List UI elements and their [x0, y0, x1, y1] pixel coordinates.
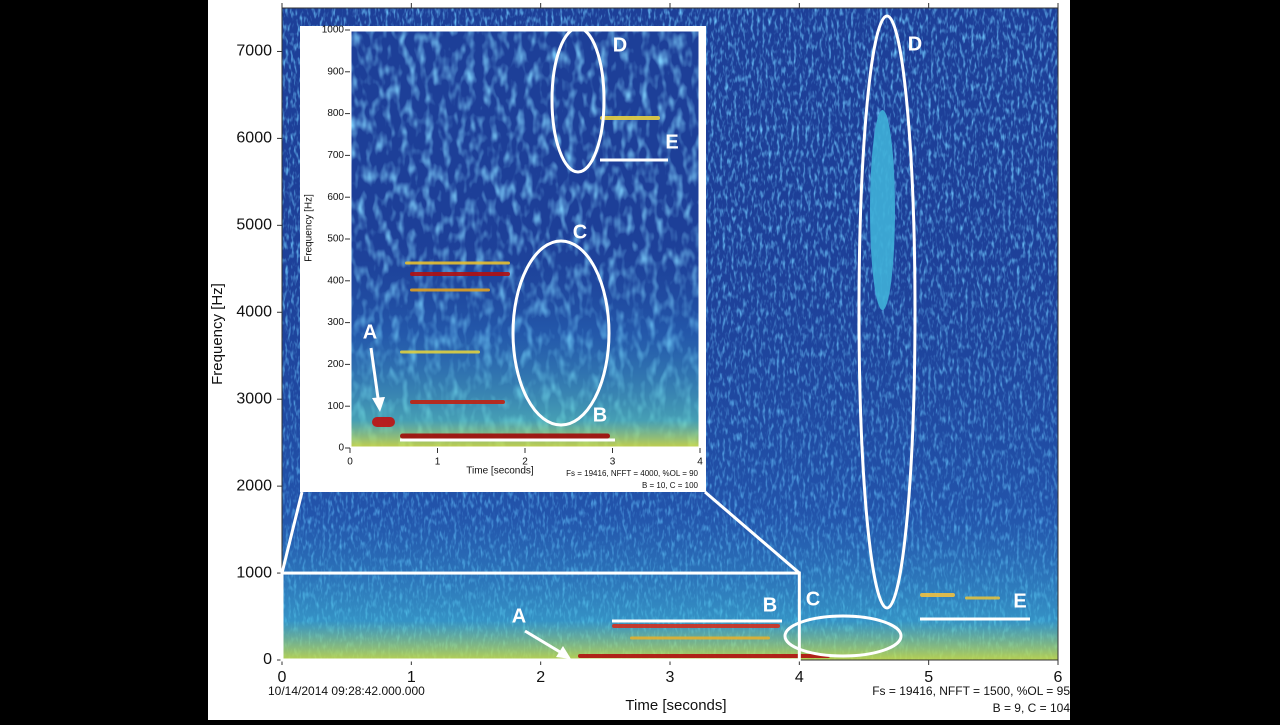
- annotation-letter: A: [512, 605, 526, 627]
- spectral-band: [630, 636, 770, 640]
- y-axis-label: Frequency [Hz]: [304, 194, 315, 262]
- y-tick-label: 1000: [236, 564, 272, 581]
- y-tick-label: 700: [327, 150, 344, 161]
- parameter-note: B = 9, C = 104: [993, 701, 1071, 715]
- annotation-ellipse: [550, 26, 606, 174]
- y-tick-label: 4000: [236, 303, 272, 320]
- spectral-band: [870, 110, 895, 310]
- x-tick-label: 3: [666, 669, 675, 686]
- y-tick-label: 800: [327, 108, 344, 119]
- low-frequency-energy: [350, 218, 700, 448]
- arrow-head: [556, 646, 571, 659]
- y-tick-label: 2000: [236, 477, 272, 494]
- x-axis-label: Time [seconds]: [625, 697, 726, 714]
- spectral-band: [410, 400, 505, 404]
- annotation-letter: E: [665, 131, 678, 153]
- y-tick-label: 100: [327, 401, 344, 412]
- y-tick-label: 300: [327, 317, 344, 328]
- spectral-band: [372, 417, 395, 427]
- y-tick-label: 400: [327, 275, 344, 286]
- x-tick-label: 1: [435, 457, 441, 468]
- spectral-band: [600, 116, 660, 120]
- y-tick-label: 200: [327, 359, 344, 370]
- parameter-note: B = 10, C = 100: [642, 481, 699, 490]
- x-tick-label: 2: [536, 669, 545, 686]
- spectral-band: [400, 433, 610, 439]
- y-tick-label: 500: [327, 234, 344, 245]
- y-tick-label: 5000: [236, 217, 272, 234]
- annotation-arrow: [524, 629, 566, 657]
- y-tick-label: 900: [327, 66, 344, 77]
- zoom-connector: [280, 491, 304, 574]
- spectral-band: [400, 350, 480, 354]
- y-tick-label: 6000: [236, 130, 272, 147]
- annotation-ellipse: [511, 239, 611, 427]
- annotation-letter: A: [363, 321, 377, 343]
- y-tick-label: 3000: [236, 390, 272, 407]
- x-tick-label: 5: [924, 669, 933, 686]
- spectral-band: [410, 288, 490, 292]
- annotation-letter: D: [613, 34, 627, 56]
- x-tick-label: 2: [522, 457, 528, 468]
- y-axis-label: Frequency [Hz]: [209, 283, 226, 385]
- y-tick-label: 1000: [322, 25, 345, 36]
- x-tick-label: 1: [407, 669, 416, 686]
- spectral-band: [965, 596, 1000, 600]
- x-tick-label: 3: [610, 457, 616, 468]
- parameter-note: Fs = 19416, NFFT = 1500, %OL = 95: [872, 684, 1070, 698]
- spectral-band: [578, 654, 830, 658]
- timestamp: 10/14/2014 09:28:42.000.000: [268, 684, 425, 698]
- spectral-band: [405, 261, 510, 265]
- annotation-letter: C: [573, 221, 587, 243]
- parameter-note: Fs = 19416, NFFT = 4000, %OL = 90: [566, 469, 698, 478]
- spectral-band: [612, 624, 780, 628]
- annotation-letter: E: [1013, 590, 1026, 612]
- x-tick-label: 4: [697, 457, 703, 468]
- inset-spectrogram: 0 1 2 3 4 0 100 200 300 400 500 600 700 800 900 1000 Fre…: [300, 25, 706, 492]
- spectral-band: [410, 272, 510, 276]
- x-tick-label: 0: [347, 457, 353, 468]
- y-tick-label: 0: [338, 443, 344, 454]
- y-tick-label: 0: [263, 651, 272, 668]
- x-tick-label: 4: [795, 669, 804, 686]
- x-axis-label: Time [seconds]: [466, 466, 534, 477]
- annotation-ellipse: [783, 614, 903, 658]
- annotation-letter: C: [806, 588, 820, 610]
- annotation-letter: B: [763, 594, 777, 616]
- zoom-region: [280, 571, 801, 662]
- arrow-head: [372, 397, 385, 412]
- x-tick-label: 0: [278, 669, 287, 686]
- y-tick-label: 7000: [236, 43, 272, 60]
- annotation-ellipse: [857, 14, 917, 610]
- annotation-arrow: [369, 347, 380, 399]
- annotation-letter: D: [908, 33, 922, 55]
- zoom-connector: [704, 490, 801, 575]
- annotation-letter: B: [593, 404, 607, 426]
- x-tick-label: 6: [1054, 669, 1063, 686]
- y-tick-label: 600: [327, 192, 344, 203]
- spectral-band: [920, 593, 955, 597]
